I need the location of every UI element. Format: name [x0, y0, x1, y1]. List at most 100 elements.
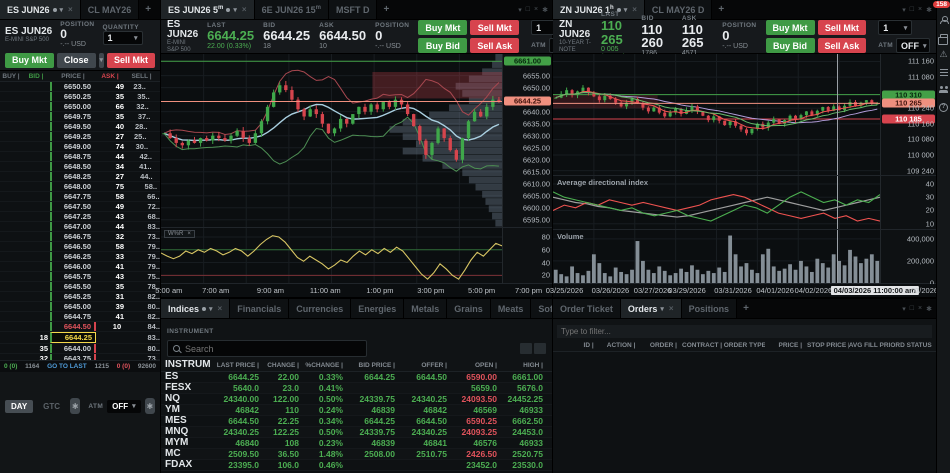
tab-financials[interactable]: Financials [230, 299, 290, 318]
support-person-icon[interactable] [940, 16, 949, 24]
ladder-bid-cell[interactable] [22, 132, 50, 141]
ladder-ask-cell[interactable]: 39 [96, 302, 124, 311]
quantity-select[interactable]: 1 ▾ [102, 31, 143, 46]
ladder-row[interactable]: 6649.50 40 28.. [0, 122, 160, 132]
ladder-buy-cell[interactable] [0, 212, 22, 221]
ladder-buy-cell[interactable] [0, 222, 22, 231]
ladder-buy-cell[interactable] [0, 202, 22, 211]
ladder-buy-cell[interactable] [0, 282, 22, 291]
ladder-ask-cell[interactable]: 35 [96, 112, 124, 121]
help-question-icon[interactable]: ? [939, 103, 948, 112]
ladder-buy-cell[interactable] [0, 232, 22, 241]
ladder-buy-cell[interactable] [0, 312, 22, 321]
ladder-row[interactable]: 6649.25 27 25.. [0, 132, 160, 142]
es-price-axis[interactable]: 6661.00 6655.00 6650.00 6644.25 6640.00 6635.… [502, 54, 552, 228]
ladder-bid-cell[interactable] [22, 302, 50, 311]
close-icon[interactable]: × [918, 6, 923, 13]
ladder-bid-cell[interactable] [22, 102, 50, 111]
close-icon[interactable]: × [241, 5, 247, 14]
wl-header-last-price[interactable]: LAST PRICE | [216, 361, 259, 369]
ladder-bid-cell[interactable]: 32 [22, 354, 50, 360]
ladder-buy-cell[interactable] [0, 112, 22, 121]
es-time-axis[interactable]: 5:00 am 7:00 am 9:00 am 11:00 am 1:00 pm 3:00… [155, 284, 552, 298]
ladder-bid-cell[interactable] [22, 122, 50, 131]
search-input[interactable] [185, 343, 361, 354]
orders-header-id[interactable]: ID | [583, 342, 594, 349]
ladder-row[interactable]: 6648.00 75 58.. [0, 182, 160, 192]
watchlist-row-fdax[interactable]: FDAX 23395.0 106.0 0.46% 23452.0 23530.0 22848… [161, 460, 552, 471]
ladder-buy-cell[interactable] [0, 132, 22, 141]
community-people-icon[interactable] [938, 86, 949, 93]
ladder-ask-cell[interactable]: 32 [96, 232, 124, 241]
ladder-bid-cell[interactable] [22, 192, 50, 201]
settings-gear-button[interactable]: ✱ [70, 398, 81, 414]
ladder-price-cell[interactable]: 6650.50 [50, 82, 96, 91]
chat-windows-icon[interactable] [937, 34, 948, 45]
ladder-buy-cell[interactable] [0, 122, 22, 131]
ladder-ask-cell[interactable]: 44 [96, 152, 124, 161]
ladder-bid-cell[interactable] [22, 322, 50, 331]
ladder-row[interactable]: 6645.25 31 82.. [0, 292, 160, 302]
quantity-select[interactable]: 1 ▾ [878, 20, 913, 35]
zn-volume-axis[interactable]: 400,000 200,000 0 [880, 230, 936, 288]
add-tab-button[interactable]: + [718, 4, 725, 15]
add-tab-button[interactable]: + [383, 4, 390, 15]
orders-header-ord-status[interactable]: ORD STATUS | [890, 342, 933, 349]
ladder-ask-cell[interactable]: 49 [96, 82, 124, 91]
gtc-button[interactable]: GTC [43, 401, 61, 411]
wl-header-open[interactable]: OPEN | [474, 361, 497, 369]
sell-ask-button[interactable]: Sell Ask [817, 38, 867, 53]
ladder-row[interactable]: 35 6644.00 80.. [0, 344, 160, 354]
ladder-ask-cell[interactable]: 75 [96, 182, 124, 191]
ladder-buy-cell[interactable] [0, 182, 22, 191]
ladder-buy-cell[interactable] [0, 162, 22, 171]
ladder-price-cell[interactable]: 6644.50 [50, 322, 96, 331]
ladder-bid-cell[interactable] [22, 232, 50, 241]
sell-mkt-button[interactable]: Sell Mkt [470, 20, 520, 35]
buy-mkt-button[interactable]: Buy Mkt [5, 52, 55, 68]
settings-gear-icon[interactable]: ✱ [926, 6, 932, 14]
buy-bid-button[interactable]: Buy Bid [418, 38, 468, 53]
ladder-row[interactable]: 6650.50 49 23.. [0, 82, 160, 92]
ladder-bid-cell[interactable]: 18 [22, 332, 50, 343]
ladder-row[interactable]: 6646.50 58 79.. [0, 242, 160, 252]
tab-positions[interactable]: Positions [681, 299, 738, 318]
tab-meats[interactable]: Meats [490, 299, 532, 318]
list-view-icon[interactable] [520, 343, 532, 354]
ladder-bid-cell[interactable] [22, 182, 50, 191]
ladder-row[interactable]: 6647.50 49 72.. [0, 202, 160, 212]
ladder-price-cell[interactable]: 6649.75 [50, 112, 96, 121]
ladder-price-cell[interactable]: 6646.75 [50, 232, 96, 241]
tab-es-jun26[interactable]: ES JUN26 ▾ × [0, 0, 81, 19]
ladder-bid-cell[interactable] [22, 212, 50, 221]
ladder-ask-cell[interactable] [96, 344, 124, 353]
tab-metals[interactable]: Metals [404, 299, 448, 318]
ladder-ask-cell[interactable]: 40 [96, 122, 124, 131]
ladder-buy-cell[interactable] [0, 252, 22, 261]
ladder-price-cell[interactable]: 6646.50 [50, 242, 96, 251]
watchlist-row-mnq[interactable]: MNQ 24340.25 122.25 0.50% 24339.75 24340.25 24… [161, 427, 552, 438]
tab-msft[interactable]: MSFT D [328, 0, 378, 19]
watchlist-row-mc[interactable]: MC 2509.50 36.50 1.48% 2508.00 2510.75 2426.50… [161, 449, 552, 460]
ladder-price-cell[interactable]: 6645.75 [50, 272, 96, 281]
ladder-price-cell[interactable]: 6647.00 [50, 222, 96, 231]
popout-icon[interactable]: □ [909, 305, 915, 312]
ladder-price-cell[interactable]: 6650.25 [50, 92, 96, 101]
es-oscillator-chart[interactable]: W%R × [161, 228, 502, 284]
ladder-buy-cell[interactable] [0, 322, 22, 331]
orders-header-contract[interactable]: CONTRACT | [682, 342, 723, 349]
ladder-buy-cell[interactable] [0, 92, 22, 101]
alerts-warning-icon[interactable]: ⚠ [939, 49, 948, 59]
tab-softs[interactable]: Softs [531, 299, 552, 318]
ladder-buy-cell[interactable] [0, 242, 22, 251]
ladder-price-cell[interactable]: 6649.25 [50, 132, 96, 141]
tab-grains[interactable]: Grains [447, 299, 491, 318]
ladder-row[interactable]: 6648.25 27 44.. [0, 172, 160, 182]
ladder-row[interactable]: 6645.75 43 75.. [0, 272, 160, 282]
ladder-ask-cell[interactable]: 27 [96, 172, 124, 181]
ladder-buy-cell[interactable] [0, 262, 22, 271]
ladder-ask-cell[interactable]: 49 [96, 202, 124, 211]
ladder-buy-cell[interactable] [0, 152, 22, 161]
ladder-row[interactable]: 6649.00 74 30.. [0, 142, 160, 152]
ladder-price-cell[interactable]: 6644.00 [50, 344, 96, 353]
